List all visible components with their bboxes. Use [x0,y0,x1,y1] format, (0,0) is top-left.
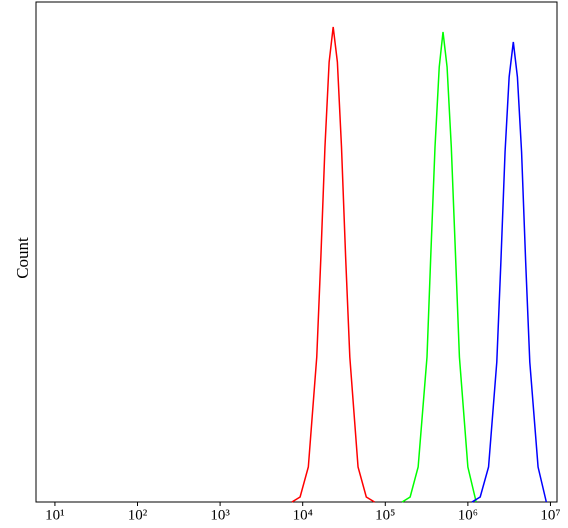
x-tick-label: 10⁷ [540,507,560,523]
x-tick-label: 10³ [210,507,230,523]
histogram-line [401,31,477,503]
x-tick-label: 10⁵ [375,507,395,523]
plot-frame [35,1,558,503]
histogram-line [471,41,548,503]
histogram-line [291,26,375,503]
x-tick-label: 10⁴ [293,507,313,523]
x-tick-label: 10¹ [45,507,65,523]
x-tick-label: 10² [128,507,148,523]
x-tick-label: 10⁶ [458,507,478,523]
y-axis-label: Count [13,237,32,279]
